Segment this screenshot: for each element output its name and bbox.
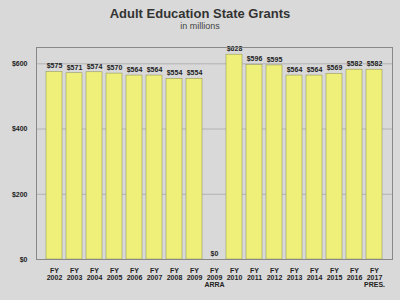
svg-text:$596: $596 <box>247 55 263 63</box>
svg-text:$564: $564 <box>287 66 303 74</box>
svg-text:$582: $582 <box>367 60 383 68</box>
svg-text:$554: $554 <box>187 69 203 77</box>
svg-text:FY2004: FY2004 <box>87 267 103 281</box>
svg-text:$628: $628 <box>227 45 243 53</box>
svg-text:$0: $0 <box>20 256 28 264</box>
svg-text:$575: $575 <box>47 62 63 70</box>
svg-text:FY2009ARRA: FY2009ARRA <box>204 267 224 288</box>
svg-text:FY2002: FY2002 <box>47 267 63 281</box>
svg-text:FY2017PRES.: FY2017PRES. <box>364 267 385 288</box>
svg-text:FY2014: FY2014 <box>307 267 323 281</box>
svg-text:FY2012: FY2012 <box>267 267 283 281</box>
svg-text:$569: $569 <box>327 64 343 72</box>
svg-text:FY2011: FY2011 <box>247 267 262 281</box>
svg-text:$582: $582 <box>347 60 363 68</box>
svg-text:FY2013: FY2013 <box>287 267 303 281</box>
svg-text:FY2007: FY2007 <box>147 267 163 281</box>
svg-text:$564: $564 <box>147 66 163 74</box>
html-text:Adult Education State Grants: Adult Education State Grants <box>109 6 291 21</box>
svg-text:$554: $554 <box>167 69 183 77</box>
svg-text:FY2006: FY2006 <box>127 267 143 281</box>
svg-text:FY2008: FY2008 <box>167 267 183 281</box>
svg-text:$595: $595 <box>267 56 283 64</box>
svg-text:FY2015: FY2015 <box>327 267 343 281</box>
svg-text:FY2016: FY2016 <box>347 267 363 281</box>
svg-text:FY2003: FY2003 <box>67 267 83 281</box>
svg-text:$571: $571 <box>67 64 83 72</box>
svg-text:$200: $200 <box>12 191 28 199</box>
svg-text:$0: $0 <box>211 250 219 258</box>
svg-text:FY2005: FY2005 <box>107 267 123 281</box>
svg-text:$600: $600 <box>12 60 28 68</box>
html-text:in millions: in millions <box>180 21 220 31</box>
svg-text:$574: $574 <box>87 63 103 71</box>
svg-text:FY2010: FY2010 <box>227 267 243 281</box>
svg-text:$570: $570 <box>107 64 123 72</box>
svg-text:FY2009: FY2009 <box>187 267 203 281</box>
svg-text:$400: $400 <box>12 125 28 133</box>
svg-text:$564: $564 <box>307 66 323 74</box>
svg-text:$564: $564 <box>127 66 143 74</box>
